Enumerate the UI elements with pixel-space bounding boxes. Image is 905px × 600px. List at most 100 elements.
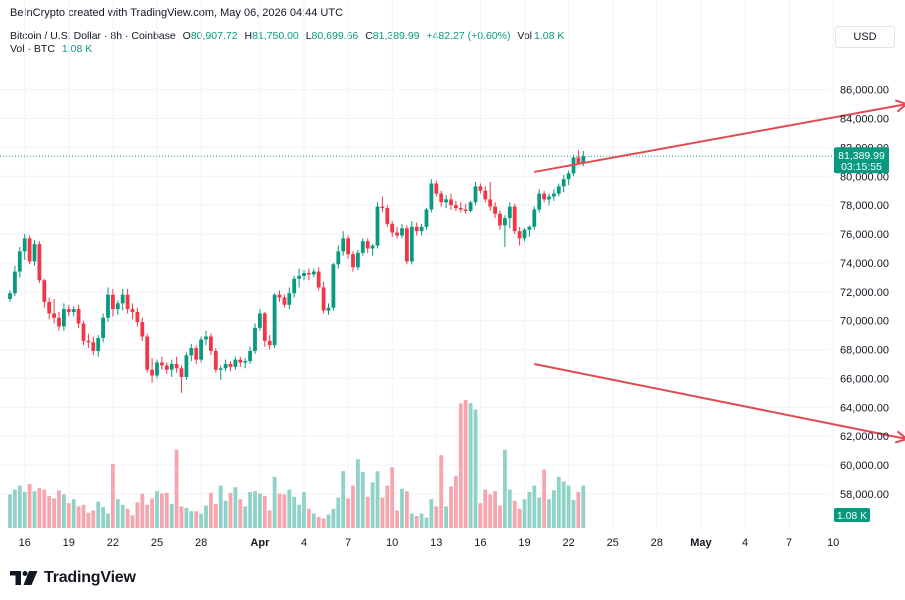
volume-bar xyxy=(135,502,140,528)
x-tick-label: 4 xyxy=(742,537,748,549)
candle-body xyxy=(517,231,522,239)
volume-bar xyxy=(390,467,395,528)
candle-body xyxy=(223,363,228,369)
volume-bar xyxy=(336,497,341,528)
candle-body xyxy=(125,294,130,310)
candle-body xyxy=(507,206,512,219)
x-tick-label: 19 xyxy=(518,537,530,549)
candle-body xyxy=(111,294,115,310)
candle-body xyxy=(473,186,478,203)
volume-bar xyxy=(76,506,81,528)
volume-bar xyxy=(311,513,316,528)
volume-bar xyxy=(8,494,12,528)
volume-bar xyxy=(91,510,96,528)
volume-bar xyxy=(321,518,326,528)
trend-arrow-line xyxy=(534,103,905,173)
candle-body xyxy=(458,208,463,210)
candle-body xyxy=(321,287,326,311)
symbol-title[interactable]: Bitcoin / U.S. Dollar · 8h · Coinbase xyxy=(10,30,176,42)
candle-body xyxy=(429,183,434,210)
candle-body xyxy=(463,209,468,211)
candle-body xyxy=(365,241,370,249)
x-tick-label: 22 xyxy=(562,537,574,549)
candle-body xyxy=(47,301,52,314)
candle-body xyxy=(22,238,27,252)
y-tick-label: 60,000.00 xyxy=(840,460,889,472)
volume-bar xyxy=(341,471,346,528)
candle-body xyxy=(66,309,71,312)
volume-bar xyxy=(356,459,360,528)
currency-button[interactable]: USD xyxy=(835,26,895,48)
volume-bar xyxy=(184,508,189,528)
volume-bar xyxy=(66,503,71,528)
volume-bar xyxy=(527,492,532,528)
volume-bar xyxy=(576,492,581,528)
x-tick-label: Apr xyxy=(250,537,270,549)
candle-body xyxy=(155,362,159,376)
volume-bar xyxy=(503,449,507,528)
x-tick-label: 7 xyxy=(786,537,792,549)
candle-body xyxy=(150,369,154,376)
last-price-label: 81,389.99 xyxy=(838,150,885,162)
candle-body xyxy=(194,348,199,360)
volume-bar xyxy=(537,497,542,528)
candle-body xyxy=(341,238,346,252)
candle-body xyxy=(179,368,184,377)
volume-bar xyxy=(282,494,287,528)
candle-body xyxy=(576,157,581,164)
tradingview-brand[interactable]: TradingView xyxy=(10,568,136,588)
chart-grid xyxy=(0,0,834,530)
ohlc-close: C81,389.99 xyxy=(365,30,420,42)
x-tick-label: 10 xyxy=(827,537,839,549)
volume-bar xyxy=(96,501,101,528)
volume-bar xyxy=(277,493,282,528)
volume-bar xyxy=(13,489,17,528)
volume-bar xyxy=(115,499,120,528)
volume-bar xyxy=(145,504,150,528)
candle-body xyxy=(512,206,517,232)
candle-body xyxy=(86,340,91,343)
volume-bar xyxy=(204,505,208,528)
ohlc-low: L80,699.66 xyxy=(305,30,359,42)
candle-body xyxy=(76,309,81,324)
volume-bar xyxy=(42,489,47,528)
volume-bar xyxy=(218,485,223,528)
volume-bar xyxy=(326,514,331,528)
candle-body xyxy=(106,294,110,318)
ohlc-high: H81,750.00 xyxy=(244,30,299,42)
volume-bar xyxy=(409,513,414,528)
volume-bar xyxy=(228,492,233,528)
x-tick-label: 19 xyxy=(63,537,75,549)
volume-bar xyxy=(37,488,42,528)
volume-bar xyxy=(130,515,135,528)
candle-body xyxy=(326,307,331,311)
candle-body xyxy=(316,271,321,288)
candle-body xyxy=(552,193,556,197)
candle-body xyxy=(331,264,336,308)
volume-bar xyxy=(209,492,213,528)
volume-bar xyxy=(566,485,571,528)
candle-body xyxy=(478,186,483,191)
candle-body xyxy=(498,213,502,226)
candle-body xyxy=(135,311,140,323)
candle-body xyxy=(228,363,233,367)
volume-bar xyxy=(483,489,488,528)
volume-legend-label[interactable]: Vol · BTC xyxy=(10,43,55,55)
candle-body xyxy=(130,309,135,312)
candles xyxy=(8,150,586,393)
candle-body xyxy=(522,229,527,239)
x-tick-label: 22 xyxy=(107,537,119,549)
volume-bar xyxy=(454,476,458,528)
volume-bar xyxy=(552,490,556,528)
volume-bar xyxy=(233,487,238,528)
countdown-label: 03:15:55 xyxy=(841,161,882,173)
volume-value-label: 1.08 K xyxy=(837,510,867,522)
candle-body xyxy=(380,206,385,209)
volume-bar xyxy=(365,496,370,528)
candle-body xyxy=(297,275,301,279)
volume-bar xyxy=(292,496,297,528)
candle-body xyxy=(542,193,546,200)
volume-bar xyxy=(316,516,321,528)
volume-bar xyxy=(346,498,350,528)
